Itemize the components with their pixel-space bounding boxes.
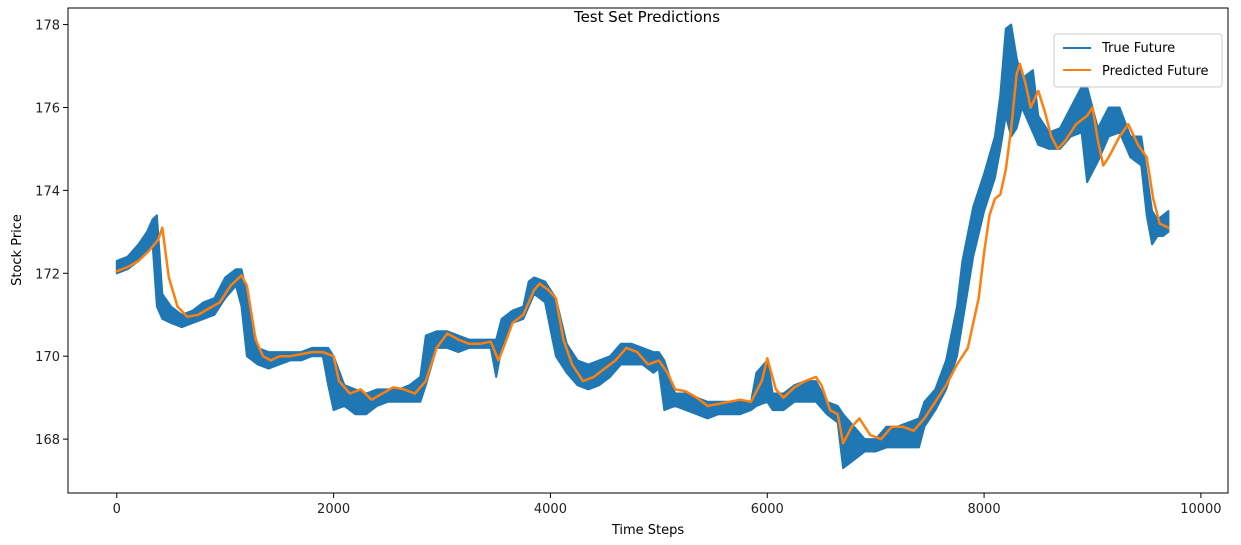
legend-label-predicted-future: Predicted Future — [1102, 64, 1209, 79]
plot-area — [115, 23, 1170, 470]
y-tick-label: 168 — [35, 433, 60, 448]
x-axis: 0 2000 4000 6000 8000 10000 — [113, 493, 1222, 517]
chart-title: Test Set Predictions — [573, 8, 720, 26]
predicted-future-line — [115, 62, 1170, 445]
x-tick-label: 2000 — [317, 502, 350, 517]
series-true-future — [115, 23, 1170, 470]
x-tick-label: 0 — [113, 502, 121, 517]
legend: True Future Predicted Future — [1053, 33, 1223, 88]
y-tick-label: 176 — [35, 101, 60, 116]
x-axis-label: Time Steps — [611, 523, 685, 538]
y-axis-label: Stock Price — [10, 214, 25, 286]
y-tick-label: 178 — [35, 19, 60, 34]
y-tick-label: 172 — [35, 267, 60, 282]
series-predicted-future — [115, 62, 1170, 445]
y-tick-label: 170 — [35, 350, 60, 365]
y-tick-label: 174 — [35, 184, 60, 199]
y-axis: 168 170 172 174 176 178 — [35, 19, 68, 448]
x-tick-label: 10000 — [1180, 502, 1221, 517]
legend-label-true-future: True Future — [1101, 41, 1175, 56]
x-tick-label: 8000 — [968, 502, 1001, 517]
x-tick-label: 4000 — [534, 502, 567, 517]
legend-box — [1053, 33, 1223, 88]
true-future-band — [115, 23, 1170, 470]
plot-frame — [67, 7, 1229, 494]
x-tick-label: 6000 — [751, 502, 784, 517]
